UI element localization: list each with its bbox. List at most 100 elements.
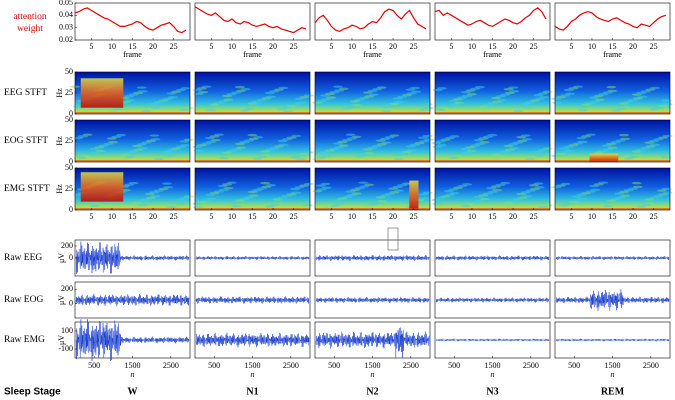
spectrogram-texture bbox=[503, 144, 514, 148]
spectrogram-texture bbox=[577, 109, 588, 112]
x-tick-label: 1500 bbox=[245, 361, 261, 370]
spectrogram-texture bbox=[375, 139, 386, 142]
spectrogram-texture bbox=[552, 101, 563, 104]
spectrogram-texture bbox=[516, 192, 527, 196]
spectrogram-texture bbox=[132, 144, 143, 148]
spectrogram-texture bbox=[193, 149, 204, 152]
spectrogram-baseline bbox=[555, 160, 670, 162]
spectrogram-texture bbox=[272, 198, 283, 201]
y-tick-label: 25 bbox=[65, 184, 73, 193]
spectrogram-texture bbox=[644, 141, 655, 144]
x-axis-label: frame bbox=[243, 50, 262, 59]
signal-trace bbox=[75, 293, 190, 307]
x-tick-label: 25 bbox=[530, 42, 538, 51]
x-tick-label: 15 bbox=[489, 212, 497, 221]
spectrogram-texture bbox=[461, 204, 472, 207]
x-tick-label: 10 bbox=[468, 212, 476, 221]
spectrogram-texture bbox=[400, 203, 411, 207]
x-tick-label: 2500 bbox=[283, 361, 299, 370]
axes-frame bbox=[434, 281, 551, 319]
spectrogram-texture bbox=[512, 109, 523, 113]
spectrogram-texture bbox=[388, 187, 399, 190]
x-tick-label: 500 bbox=[448, 361, 460, 370]
spectrogram-texture bbox=[192, 145, 203, 149]
axes-frame bbox=[554, 119, 671, 163]
x-tick-label: 5 bbox=[569, 42, 573, 51]
spectrogram-texture bbox=[563, 88, 574, 92]
spectrogram-texture bbox=[350, 100, 361, 103]
axes-frame bbox=[314, 281, 431, 319]
x-tick-label: 20 bbox=[509, 42, 517, 51]
spectrogram-texture bbox=[345, 190, 356, 193]
spectrogram-texture bbox=[418, 136, 429, 139]
spectrogram-texture bbox=[601, 201, 612, 204]
y-tick-label: 25 bbox=[65, 136, 73, 145]
y-tick-label: -100 bbox=[58, 344, 73, 353]
spectrogram-texture bbox=[350, 157, 361, 160]
spectrogram-texture bbox=[504, 205, 515, 208]
spectrogram-hot bbox=[80, 78, 124, 108]
axes-frame bbox=[74, 281, 191, 319]
spectrogram-texture bbox=[247, 133, 258, 137]
spectrogram-texture bbox=[333, 142, 343, 145]
spectrogram-texture bbox=[381, 109, 392, 113]
y-tick-label: 0.02 bbox=[59, 35, 73, 44]
axes-frame bbox=[554, 281, 671, 319]
x-tick-label: 10 bbox=[468, 42, 476, 51]
spectrogram-texture bbox=[571, 195, 582, 198]
spectrogram-texture bbox=[166, 205, 177, 209]
spectrogram-texture bbox=[631, 150, 642, 153]
spectrogram-texture bbox=[490, 153, 501, 157]
y-tick-label: 50 bbox=[65, 163, 73, 172]
x-tick-label: 25 bbox=[170, 212, 178, 221]
spectrogram-texture bbox=[432, 145, 443, 149]
x-tick-label: 500 bbox=[568, 361, 580, 370]
spectrogram-texture bbox=[294, 97, 305, 101]
spectrogram-texture bbox=[179, 108, 190, 112]
x-tick-label: 25 bbox=[650, 42, 658, 51]
spectrogram-texture bbox=[193, 92, 204, 96]
x-tick-label: 5 bbox=[89, 212, 93, 221]
axes-frame bbox=[434, 71, 551, 115]
x-tick-label: 15 bbox=[249, 42, 257, 51]
spectrogram-texture bbox=[320, 151, 331, 154]
x-tick-label: 500 bbox=[88, 361, 100, 370]
spectrogram-texture bbox=[461, 147, 472, 151]
spectrogram-texture bbox=[277, 108, 288, 111]
spectrogram-texture bbox=[479, 109, 490, 112]
attention-label: weight bbox=[17, 24, 43, 34]
x-tick-label: 25 bbox=[170, 42, 178, 51]
y-tick-label: 0 bbox=[69, 157, 73, 166]
signal-trace bbox=[555, 255, 670, 261]
spectrogram-texture bbox=[551, 97, 562, 101]
spectrogram-texture bbox=[559, 204, 570, 207]
y-tick-label: 50 bbox=[65, 67, 73, 76]
spectrogram-texture bbox=[119, 153, 130, 157]
spectrogram-texture bbox=[315, 184, 326, 187]
spectrogram-texture bbox=[312, 189, 323, 193]
spectrogram-texture bbox=[362, 91, 373, 94]
y-tick-label: 0 bbox=[69, 253, 73, 262]
spectrogram-texture bbox=[162, 150, 172, 154]
x-axis-label: n bbox=[371, 370, 375, 379]
axes-frame bbox=[434, 239, 551, 277]
row-label: EMG STFT bbox=[4, 184, 50, 194]
spectrogram-texture bbox=[312, 101, 323, 104]
signal-trace bbox=[555, 289, 670, 311]
spectrogram-texture bbox=[192, 88, 203, 92]
spectrogram-texture bbox=[358, 181, 369, 184]
x-tick-label: 15 bbox=[489, 42, 497, 51]
spectrogram-texture bbox=[362, 148, 373, 151]
spectrogram-texture bbox=[162, 182, 172, 185]
x-tick-label: 20 bbox=[629, 42, 637, 51]
x-tick-label: 5 bbox=[329, 42, 333, 51]
spectrogram-texture bbox=[174, 198, 185, 202]
spectrogram-texture bbox=[606, 85, 617, 89]
signal-trace bbox=[195, 255, 310, 261]
spectrogram-texture bbox=[264, 205, 275, 208]
spectrogram-texture bbox=[217, 184, 228, 188]
row-label: EEG STFT bbox=[4, 88, 47, 98]
spectrogram-texture bbox=[405, 145, 416, 148]
spectrogram-texture bbox=[217, 153, 228, 156]
spectrogram-texture bbox=[89, 147, 100, 151]
